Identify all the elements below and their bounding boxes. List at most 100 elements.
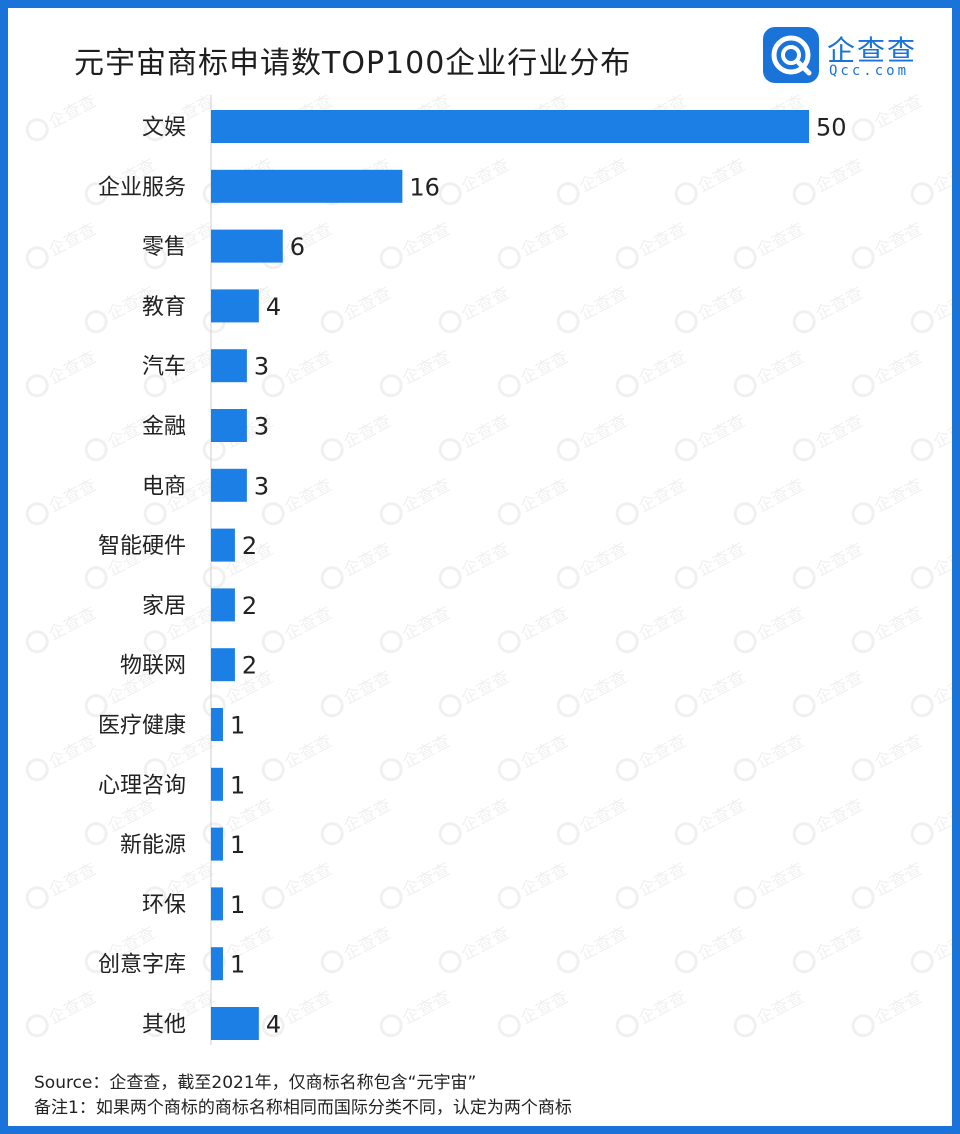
- watermark-text: 企查查: [694, 411, 748, 453]
- watermark-text: 企查查: [45, 859, 99, 901]
- watermark-mark-icon: [792, 950, 816, 974]
- watermark-text: 企查查: [399, 731, 453, 773]
- bar: [211, 947, 223, 981]
- watermark-mark-icon: [320, 950, 344, 974]
- remark-note: 备注1：如果两个商标的商标名称相同而国际分类不同，认定为两个商标: [34, 1098, 572, 1118]
- watermark-mark-icon: [792, 694, 816, 718]
- chart-title: 元宇宙商标申请数TOP100企业行业分布: [74, 46, 632, 81]
- bar: [211, 827, 223, 861]
- watermark-mark-icon: [438, 822, 462, 846]
- watermark: 企查查: [615, 859, 690, 910]
- watermark-mark-icon: [379, 502, 403, 526]
- watermark-mark-icon: [84, 950, 108, 974]
- watermark-mark-icon: [792, 310, 816, 334]
- watermark-mark-icon: [438, 950, 462, 974]
- data-label: 1: [230, 891, 245, 919]
- watermark-mark-icon: [733, 886, 757, 910]
- watermark-text: 企查查: [458, 155, 512, 197]
- watermark: 企查查: [379, 475, 454, 526]
- data-label: 6: [290, 233, 305, 261]
- watermark-text: 企查查: [281, 731, 335, 773]
- bar: [211, 588, 235, 622]
- watermark-mark-icon: [556, 566, 580, 590]
- watermark-text: 企查查: [753, 347, 807, 389]
- watermark-text: 企查查: [517, 987, 571, 1029]
- watermark-text: 企查查: [281, 603, 335, 645]
- data-label: 4: [266, 1011, 281, 1039]
- watermark-text: 企查查: [517, 219, 571, 261]
- watermark: 企查查: [851, 859, 926, 910]
- watermark-mark-icon: [25, 1014, 49, 1038]
- watermark-text: 企查查: [635, 347, 689, 389]
- watermark-mark-icon: [851, 630, 875, 654]
- data-label: 3: [254, 472, 269, 500]
- watermark: 企查查: [25, 91, 100, 142]
- watermark-text: 企查查: [45, 731, 99, 773]
- watermark-text: 企查查: [930, 923, 960, 965]
- watermark-text: 企查查: [399, 603, 453, 645]
- watermark-mark-icon: [792, 438, 816, 462]
- watermark-text: 企查查: [694, 283, 748, 325]
- data-label: 3: [254, 353, 269, 381]
- watermark-text: 企查查: [812, 283, 866, 325]
- watermark-mark-icon: [615, 374, 639, 398]
- watermark-mark-icon: [497, 246, 521, 270]
- watermark: 企查查: [674, 923, 749, 974]
- watermark-mark-icon: [261, 630, 285, 654]
- data-label: 1: [230, 712, 245, 740]
- watermark-text: 企查查: [340, 539, 394, 581]
- watermark-mark-icon: [143, 1014, 167, 1038]
- data-label: 1: [230, 771, 245, 799]
- watermark-text: 企查查: [930, 155, 960, 197]
- watermark-text: 企查查: [694, 795, 748, 837]
- category-label: 环保: [142, 893, 186, 918]
- watermark: 企查查: [792, 539, 867, 590]
- watermark-text: 企查查: [812, 155, 866, 197]
- category-label: 零售: [142, 235, 186, 260]
- logo-name: 企查查: [827, 34, 918, 67]
- watermark-text: 企查查: [694, 667, 748, 709]
- watermark-text: 企查查: [399, 987, 453, 1029]
- watermark-mark-icon: [674, 694, 698, 718]
- watermark-text: 企查查: [458, 795, 512, 837]
- watermark: 企查查: [733, 731, 808, 782]
- watermark: 企查查: [910, 283, 960, 334]
- watermark: 企查查: [615, 987, 690, 1038]
- watermark: 企查查: [851, 347, 926, 398]
- watermark: 企查查: [733, 603, 808, 654]
- watermark-mark-icon: [910, 438, 934, 462]
- watermark: 企查查: [615, 347, 690, 398]
- watermark-mark-icon: [438, 438, 462, 462]
- watermark-mark-icon: [792, 822, 816, 846]
- watermark: 企查查: [379, 603, 454, 654]
- watermark-mark-icon: [674, 310, 698, 334]
- watermark: 企查查: [556, 283, 631, 334]
- watermark-mark-icon: [556, 822, 580, 846]
- watermark-mark-icon: [910, 566, 934, 590]
- watermark-text: 企查查: [871, 731, 925, 773]
- watermark-mark-icon: [556, 182, 580, 206]
- watermark-mark-icon: [733, 374, 757, 398]
- watermark-text: 企查查: [635, 987, 689, 1029]
- watermark: 企查查: [438, 923, 513, 974]
- watermark-text: 企查查: [399, 859, 453, 901]
- watermark: 企查查: [320, 923, 395, 974]
- category-label: 新能源: [120, 833, 186, 858]
- watermark-text: 企查查: [812, 795, 866, 837]
- category-label: 医疗健康: [98, 714, 186, 739]
- category-label: 智能硬件: [98, 534, 186, 559]
- watermark: 企查查: [674, 667, 749, 718]
- category-label: 家居: [142, 594, 186, 619]
- watermark-mark-icon: [379, 886, 403, 910]
- watermark: 企查查: [438, 283, 513, 334]
- bar: [211, 468, 247, 502]
- watermark: 企查查: [615, 603, 690, 654]
- watermark-mark-icon: [792, 566, 816, 590]
- watermark-text: 企查查: [812, 923, 866, 965]
- watermark-text: 企查查: [635, 859, 689, 901]
- watermark-text: 企查查: [694, 539, 748, 581]
- watermark-mark-icon: [438, 566, 462, 590]
- watermark-text: 企查查: [104, 795, 158, 837]
- watermark-text: 企查查: [517, 475, 571, 517]
